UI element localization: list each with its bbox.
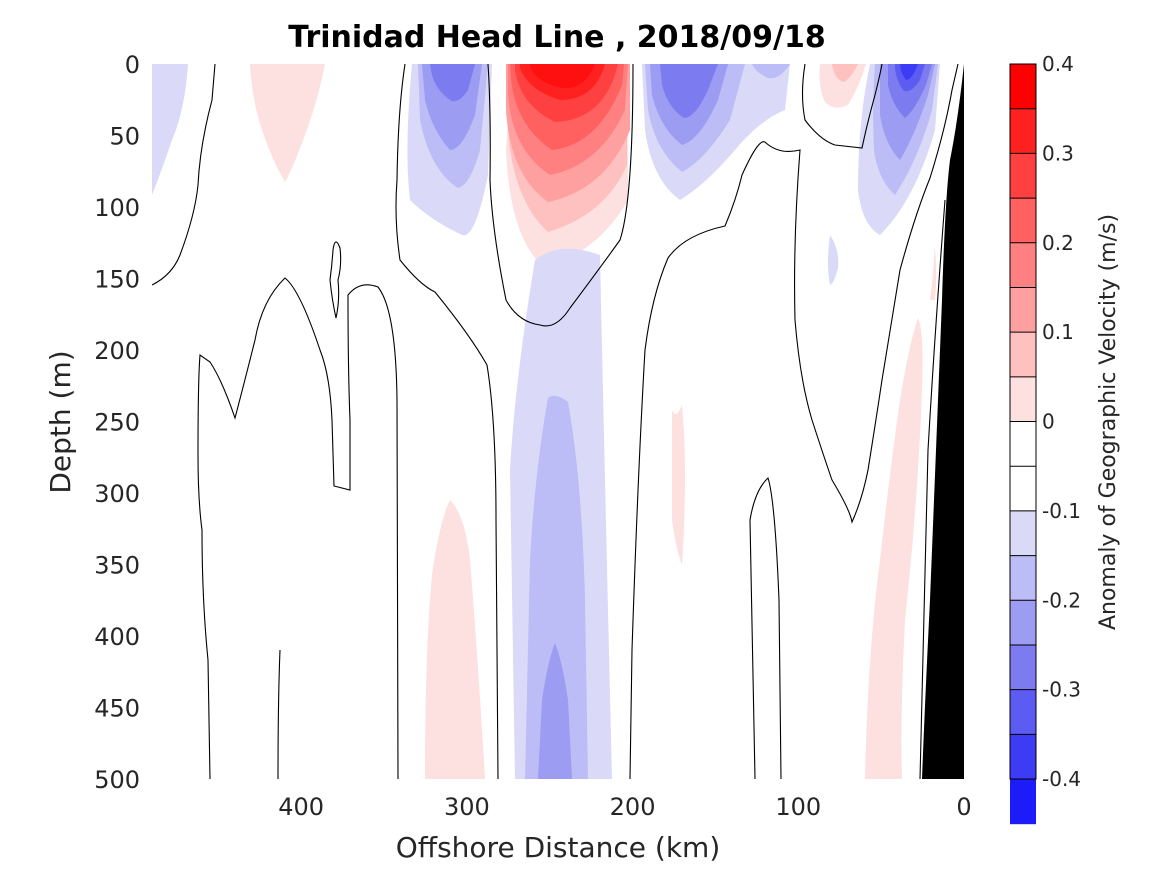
feature-positive-surface-patch-nearshore [819, 64, 866, 108]
x-tick-label: 100 [775, 793, 821, 821]
x-tick-label: 400 [278, 793, 324, 821]
feature-deep-negative-core [538, 643, 572, 779]
colorbar-tick-label: 0 [1042, 410, 1055, 434]
colorbar-label: Anomaly of Geographic Velocity (m/s) [1096, 214, 1121, 630]
colorbar-swatch [1010, 779, 1036, 825]
colorbar-swatch [1010, 108, 1036, 154]
colorbar-tick-label: -0.4 [1042, 767, 1081, 791]
y-axis-ticks: 0 50 100 150 200 250 300 350 400 450 500 [94, 51, 140, 794]
feature-positive-surface-patch [250, 64, 325, 182]
y-tick-label: 400 [94, 623, 140, 651]
y-tick-label: 350 [94, 552, 140, 580]
colorbar-swatch [1010, 421, 1036, 467]
colorbar-swatch [1010, 555, 1036, 601]
colorbar [1010, 64, 1036, 825]
colorbar-swatch [1010, 510, 1036, 557]
feature-positive-surface-patch-nearshore-inner [832, 64, 858, 82]
x-axis-label: Offshore Distance (km) [396, 831, 721, 864]
y-tick-label: 100 [94, 194, 140, 222]
colorbar-swatch [1010, 734, 1036, 780]
colorbar-swatch [1010, 466, 1036, 512]
colorbar-tick-label: 0.1 [1042, 320, 1074, 344]
colorbar-frame [1009, 63, 1037, 780]
feature-nearshore-positive-band [865, 318, 923, 779]
zero-contours [152, 64, 959, 779]
feature-mid-positive-sliver [672, 405, 685, 565]
colorbar-tick-label: -0.2 [1042, 588, 1081, 612]
feature-nearshore-positive-sliver [930, 245, 937, 300]
colorbar-tick-label: 0.4 [1042, 52, 1074, 76]
feature-negative-core-offshore [407, 64, 492, 236]
chart-title: Trinidad Head Line , 2018/09/18 [288, 20, 825, 55]
y-tick-label: 250 [94, 409, 140, 437]
y-tick-label: 300 [94, 480, 140, 508]
feature-negative-far-left [152, 64, 188, 195]
y-axis-label: Depth (m) [44, 350, 77, 493]
colorbar-tick-label: 0.2 [1042, 231, 1074, 255]
colorbar-tick-label: 0.3 [1042, 141, 1074, 165]
colorbar-ticks: 0.4 0.3 0.2 0.1 0 -0.1 -0.2 -0.3 -0.4 [1042, 52, 1081, 791]
colorbar-swatch [1010, 332, 1036, 378]
x-tick-label: 0 [956, 793, 971, 821]
colorbar-swatch [1010, 689, 1036, 735]
colorbar-swatch [1010, 242, 1036, 288]
feature-deep-negative-inner [525, 395, 588, 779]
colorbar-swatch [1010, 198, 1036, 244]
x-tick-label: 300 [444, 793, 490, 821]
feature-surface-positive-core [506, 64, 630, 268]
y-tick-label: 50 [109, 123, 140, 151]
colorbar-tick-label: -0.1 [1042, 499, 1081, 523]
x-axis-ticks: 400 300 200 100 0 [278, 793, 971, 821]
y-tick-label: 0 [125, 51, 140, 79]
colorbar-swatch [1010, 644, 1036, 691]
y-tick-label: 500 [94, 766, 140, 794]
feature-negative-core-nearshore [858, 64, 940, 235]
colorbar-swatch [1010, 600, 1036, 646]
colorbar-swatch [1010, 64, 1036, 110]
feature-negative-core-mid [642, 64, 790, 200]
colorbar-swatch [1010, 287, 1036, 333]
x-tick-label: 200 [610, 793, 656, 821]
y-tick-label: 150 [94, 266, 140, 294]
colorbar-swatch [1010, 153, 1036, 199]
plot-area [152, 64, 964, 779]
y-tick-label: 450 [94, 695, 140, 723]
bathymetry-mask [922, 64, 964, 779]
colorbar-tick-label: -0.3 [1042, 678, 1081, 702]
feature-deep-positive-band [425, 500, 485, 779]
y-tick-label: 200 [94, 337, 140, 365]
feature-small-negative-patch [828, 235, 839, 285]
colorbar-swatch [1010, 376, 1036, 422]
